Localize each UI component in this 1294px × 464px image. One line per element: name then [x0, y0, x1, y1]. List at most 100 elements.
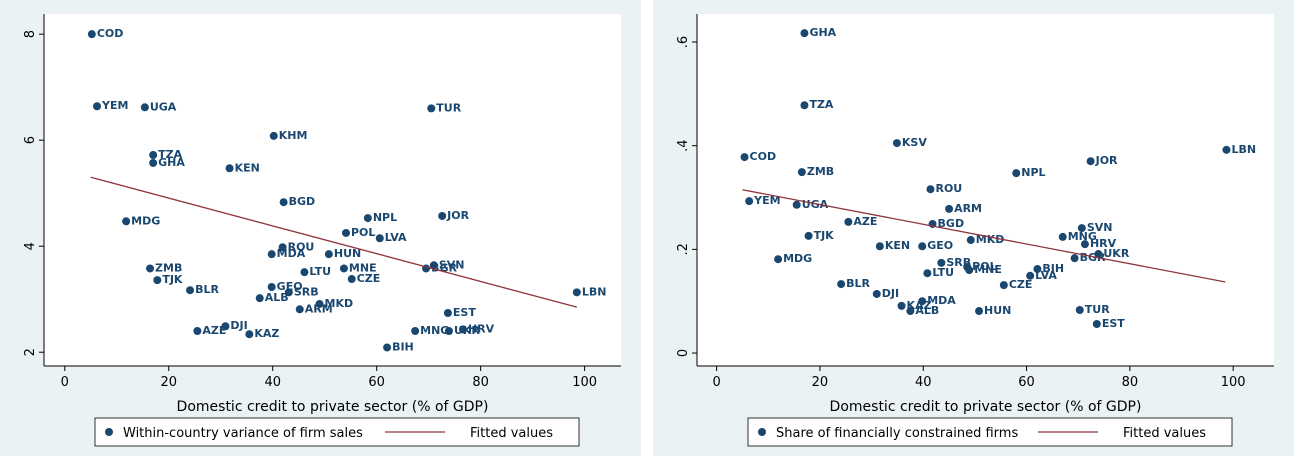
x-tick-label: 80	[472, 375, 489, 390]
point-label: LTU	[309, 265, 331, 278]
x-tick-label: 40	[264, 375, 281, 390]
x-axis-title: Domestic credit to private sector (% of …	[177, 399, 489, 415]
point	[383, 343, 392, 352]
point-label: ZMB	[155, 261, 182, 274]
legend	[747, 417, 1233, 447]
point	[221, 322, 230, 331]
point-label: TUR	[1085, 303, 1110, 316]
point-label: BGR	[431, 261, 457, 274]
point	[1080, 240, 1089, 249]
point	[278, 243, 287, 252]
legend	[94, 417, 580, 447]
point-label: NPL	[1021, 166, 1045, 179]
point-label: MDA	[277, 247, 306, 260]
point-label: LBN	[1231, 143, 1256, 156]
point	[945, 204, 954, 213]
point	[837, 280, 846, 289]
legend-label: Fitted values	[1123, 426, 1206, 441]
point-label: MDG	[131, 214, 160, 227]
point	[572, 288, 581, 297]
point	[1075, 306, 1084, 315]
point-label: KAZ	[254, 327, 279, 340]
plot-area	[697, 14, 1274, 366]
point	[897, 301, 906, 310]
x-tick-label: 100	[572, 375, 597, 390]
x-axis-title: Domestic credit to private sector (% of …	[830, 399, 1142, 415]
point-label: LTU	[932, 266, 954, 279]
point	[427, 104, 436, 113]
point-label: BIH	[1042, 262, 1064, 275]
legend-label: Fitted values	[470, 426, 553, 441]
legend-marker	[758, 428, 766, 436]
point-label: AZE	[202, 324, 226, 337]
point-label: ALB	[265, 291, 289, 304]
point	[193, 327, 202, 336]
point-label: GEO	[927, 239, 953, 252]
x-tick-label: 60	[368, 375, 385, 390]
point-label: GEO	[277, 280, 303, 293]
point	[937, 258, 946, 267]
point-label: TZA	[158, 148, 182, 161]
point	[186, 286, 195, 295]
point	[444, 327, 453, 336]
point	[1094, 250, 1103, 259]
point	[1077, 224, 1086, 233]
point-label: KEN	[235, 161, 260, 174]
point	[429, 261, 438, 270]
point-label: CZE	[1009, 278, 1033, 291]
point	[740, 153, 749, 162]
point-label: ROU	[288, 240, 315, 253]
point-label: UGA	[150, 100, 177, 113]
x-tick-label: 100	[1221, 375, 1246, 390]
point	[87, 30, 96, 39]
y-tick-label: 2	[23, 348, 38, 356]
point	[300, 268, 309, 277]
point	[1086, 157, 1095, 166]
point-label: NPL	[373, 211, 397, 224]
point	[225, 164, 234, 173]
point	[1033, 265, 1042, 274]
point-label: YEM	[753, 194, 780, 207]
point	[745, 197, 754, 206]
point-label: TJK	[814, 229, 835, 242]
point	[804, 231, 813, 240]
point	[800, 101, 809, 110]
point	[315, 299, 324, 308]
fitted-line	[742, 189, 1226, 283]
point-label: UKR	[1103, 247, 1129, 260]
point	[875, 242, 884, 251]
point-label: ARM	[305, 302, 333, 315]
point	[342, 228, 351, 237]
point-label: MNE	[349, 261, 377, 274]
point	[122, 217, 131, 226]
x-tick-label: 20	[160, 375, 177, 390]
point	[375, 234, 384, 243]
point-label: TZA	[809, 98, 833, 111]
point	[458, 325, 467, 334]
y-tick-label: .4	[676, 139, 691, 151]
point	[140, 103, 149, 112]
point	[966, 236, 975, 245]
point-label: DJI	[230, 319, 247, 332]
point	[797, 168, 806, 177]
point	[872, 289, 881, 298]
point	[965, 266, 974, 275]
y-tick-label: 0	[676, 349, 691, 357]
point-label: HRV	[468, 322, 495, 335]
point-label: EST	[453, 306, 476, 319]
point	[926, 185, 935, 194]
point-label: KHM	[279, 129, 308, 142]
point-label: AZE	[853, 215, 877, 228]
point-label: MNE	[974, 263, 1002, 276]
point	[1092, 320, 1101, 329]
point-label: MDG	[783, 252, 812, 265]
x-tick-label: 40	[915, 375, 932, 390]
point-label: SVN	[1087, 221, 1113, 234]
point-label: MKD	[325, 297, 354, 310]
point	[267, 283, 276, 292]
point	[339, 264, 348, 273]
point-label: POL	[351, 226, 375, 239]
legend-marker	[105, 428, 113, 436]
point-label: SVN	[439, 258, 465, 271]
